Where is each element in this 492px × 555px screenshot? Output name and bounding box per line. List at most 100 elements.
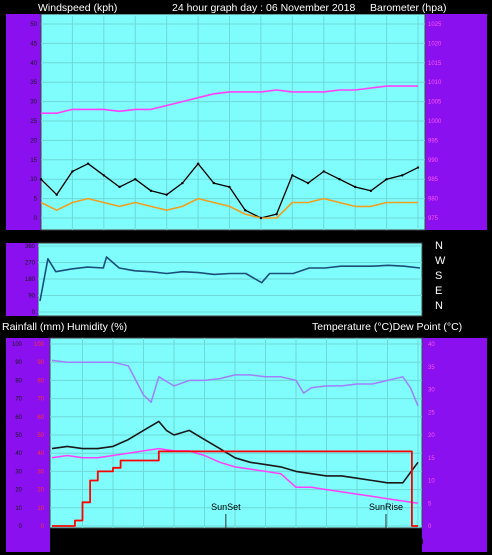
direction-tick-label: 90 xyxy=(28,294,35,300)
rainfall-tick-label: 30 xyxy=(37,469,44,475)
temperature-line xyxy=(51,420,419,484)
direction-tick-label: 270 xyxy=(25,261,36,267)
temperature-x-tick-label: 11 xyxy=(77,537,88,548)
temperature-x-tick-label: 13 xyxy=(107,537,119,548)
temperature-gridlines xyxy=(50,338,422,528)
humidity-tick-label: 80 xyxy=(15,378,22,384)
windspeed-point xyxy=(39,178,43,181)
rainfall-tick-label: 60 xyxy=(37,415,44,421)
windspeed-tick-label: 5 xyxy=(34,197,38,203)
temperature-x-tick-label: 15 xyxy=(138,537,150,548)
windspeed-point xyxy=(118,185,121,189)
windspeed-point xyxy=(259,216,263,220)
windspeed-x-tick-label: 01 xyxy=(287,232,299,243)
humidity-axis-label: Humidity (%) xyxy=(67,321,127,333)
humidity-tick-label: 70 xyxy=(15,397,22,403)
windspeed-point xyxy=(55,193,58,196)
direction-tick-label: 360 xyxy=(25,244,36,250)
windspeed-point xyxy=(196,162,200,165)
windspeed-point xyxy=(416,166,420,169)
windspeed-point xyxy=(71,170,74,173)
humidity-tick-label: 50 xyxy=(15,433,22,439)
direction-compass-label: W xyxy=(435,255,446,267)
windspeed-point xyxy=(86,162,90,165)
windspeed-x-tick-label: 03 xyxy=(318,232,330,243)
windspeed-x-tick-label: 23 xyxy=(255,232,267,243)
windspeed-point xyxy=(134,178,137,181)
temperature-tick-label: 5 xyxy=(428,501,432,507)
temperature-tick-label: 30 xyxy=(428,388,435,394)
windspeed-tick-label: 40 xyxy=(30,61,37,67)
rainfall-tick-label: 80 xyxy=(37,378,44,384)
windspeed-tick-label: 15 xyxy=(30,158,37,164)
barometer-tick-label: 1000 xyxy=(428,119,442,125)
direction-compass-label: E xyxy=(435,285,442,297)
barometer-line xyxy=(41,85,418,114)
windspeed-tick-label: 50 xyxy=(30,22,37,28)
direction-tick-label: 180 xyxy=(25,277,36,283)
direction-series xyxy=(39,256,421,302)
humidity-tick-label: 60 xyxy=(15,415,22,421)
rainfall-tick-label: 100 xyxy=(34,342,45,348)
windspeed-x-tick-label: 17 xyxy=(161,232,173,243)
windspeed-point xyxy=(102,174,106,177)
temperature-tick-label: 20 xyxy=(428,433,435,439)
humidity-tick-label: 0 xyxy=(19,524,23,530)
windspeed-tick-label: 10 xyxy=(30,177,37,183)
windspeed-tick-label: 35 xyxy=(30,80,37,86)
temperature-x-tick-label: 21 xyxy=(229,537,241,548)
humidity-tick-label: 90 xyxy=(15,360,22,366)
rainfall-line xyxy=(52,450,418,527)
windspeed-point xyxy=(306,181,310,185)
windspeed-point xyxy=(338,178,341,181)
windspeed-gridlines xyxy=(41,16,425,230)
temperature-axis-label: Temperature (°C)Dew Point (°C) xyxy=(312,321,462,333)
barometer-tick-label: 1025 xyxy=(428,22,442,28)
windspeed-tick-label: 25 xyxy=(30,119,37,125)
bottom-left-axis-band xyxy=(6,338,50,552)
windspeed-point xyxy=(149,189,153,193)
windspeed-point xyxy=(401,174,404,177)
rainfall-tick-label: 90 xyxy=(37,360,44,366)
windspeed-tick-label: 20 xyxy=(30,138,37,144)
temperature-tick-label: 0 xyxy=(428,524,432,530)
windspeed-point xyxy=(353,185,357,189)
direction-compass-label: N xyxy=(435,300,443,312)
humidity-tick-label: 40 xyxy=(15,451,22,457)
temperature-tick-label: 25 xyxy=(428,410,435,416)
windspeed-x-tick-label: 19 xyxy=(193,232,205,243)
rainfall-axis-label: Rainfall (mm) xyxy=(2,321,64,333)
windspeed-axis-label: Windspeed (kph) xyxy=(38,2,117,14)
temperature-series xyxy=(51,359,419,527)
windspeed-point xyxy=(369,189,373,193)
chart-title: 24 hour graph day : 06 November 2018 xyxy=(172,2,355,14)
windspeed-x-tick-label: 09 xyxy=(412,232,424,243)
windspeed-point xyxy=(275,212,278,216)
temperature-plot-area xyxy=(49,337,423,529)
gust-line xyxy=(40,197,418,219)
humidity-line xyxy=(51,359,419,407)
temperature-x-tick-label: 17 xyxy=(168,537,180,548)
windspeed-x-tick-label: 21 xyxy=(224,232,236,243)
sun-annotation: SunSet xyxy=(211,502,241,512)
dewpoint-line xyxy=(51,447,419,505)
windspeed-tick-label: 0 xyxy=(34,216,38,222)
sun-annotation: SunRise xyxy=(369,502,403,512)
top-left-axis-band xyxy=(6,4,41,230)
windspeed-tick-label: 30 xyxy=(30,100,37,106)
windspeed-plot-area xyxy=(40,13,426,231)
windspeed-point xyxy=(165,193,168,196)
direction-compass-label: N xyxy=(435,240,443,252)
direction-tick-label: 0 xyxy=(32,310,36,316)
rainfall-tick-label: 0 xyxy=(41,524,45,530)
temperature-tick-label: 10 xyxy=(428,479,435,485)
temperature-tick-label: 15 xyxy=(428,456,435,462)
temperature-x-tick-label: 19 xyxy=(199,537,211,548)
direction-left-axis-band xyxy=(6,243,38,316)
windspeed-series xyxy=(39,85,420,220)
temperature-tick-label: 40 xyxy=(428,342,435,348)
humidity-tick-label: 10 xyxy=(15,506,22,512)
